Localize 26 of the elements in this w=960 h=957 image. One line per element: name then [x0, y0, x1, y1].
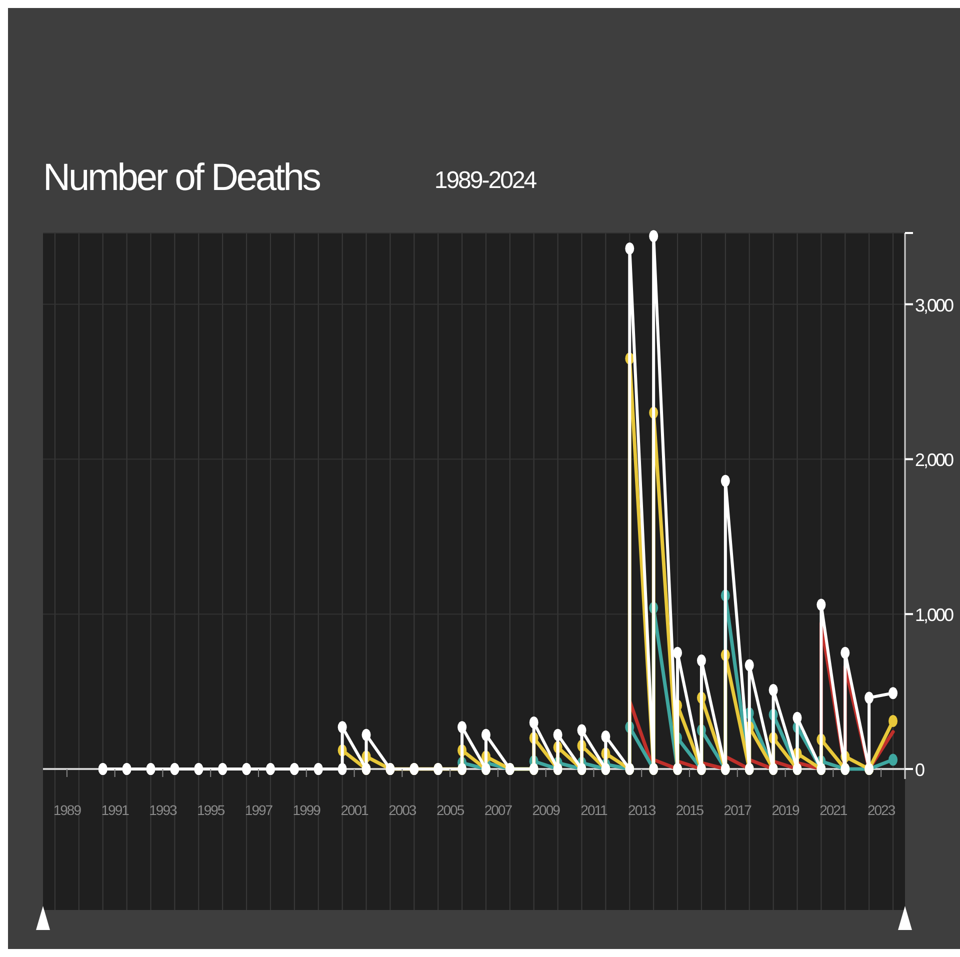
x-tick-label: 1991	[101, 802, 130, 818]
y-tick-label: 0	[915, 760, 925, 780]
x-tick-label: 1999	[292, 802, 322, 818]
x-tick-label: 1997	[244, 802, 274, 818]
y-tick-label: 1,000	[915, 605, 954, 626]
x-tick-label: 2007	[484, 802, 513, 818]
x-tick-label: 1993	[149, 802, 178, 818]
x-tick-label: 2005	[436, 802, 465, 818]
x-tick-label: 1989	[53, 802, 82, 818]
x-tick-label: 2021	[820, 802, 848, 818]
x-tick-label: 2003	[388, 802, 417, 818]
x-tick-label: 2023	[867, 802, 896, 818]
x-tick-label: 2017	[724, 802, 752, 818]
point	[888, 754, 898, 766]
x-tick-label: 2015	[676, 802, 704, 818]
chart-title: Number of Deaths	[43, 157, 320, 199]
x-tick-label: 2013	[628, 802, 656, 818]
y-tick-label: 3,000	[915, 295, 954, 316]
x-tick-label: 2001	[340, 802, 370, 818]
x-tick-label: 2009	[532, 802, 561, 818]
chart-subtitle: 1989-2024	[434, 167, 537, 194]
x-tick-label: 2011	[580, 802, 608, 818]
x-tick-label: 2019	[772, 802, 800, 818]
y-tick-label: 2,000	[915, 450, 954, 470]
point	[888, 714, 898, 727]
x-tick-label: 1995	[197, 802, 226, 818]
